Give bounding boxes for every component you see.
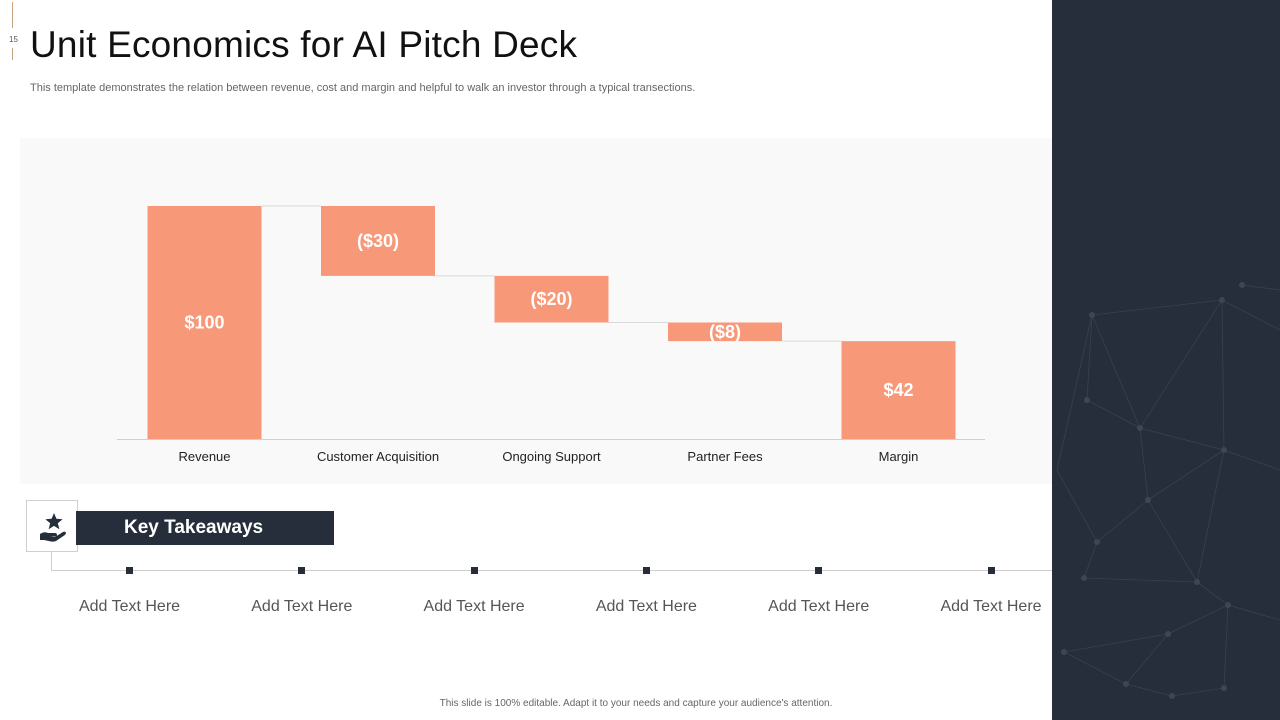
takeaway-text[interactable]: Add Text Here <box>940 598 1042 615</box>
bar-partner-fees <box>668 322 782 342</box>
takeaway-text[interactable]: Add Text Here <box>768 598 870 615</box>
slide-number: 15 <box>9 35 18 44</box>
slide-title: Unit Economics for AI Pitch Deck <box>30 24 578 65</box>
decorative-network-panel <box>1052 0 1280 720</box>
category-label: Ongoing Support <box>502 449 601 464</box>
footer-note: This slide is 100% editable. Adapt it to… <box>439 698 833 709</box>
timeline-dot <box>987 567 995 574</box>
bar-revenue <box>147 206 262 439</box>
bar-ongoing-support <box>494 275 609 323</box>
category-label: Revenue <box>178 449 230 464</box>
data-label: $42 <box>883 380 913 400</box>
timeline-dot <box>298 567 306 574</box>
slide-number-line-bottom <box>12 48 13 60</box>
data-label: ($20) <box>530 289 572 309</box>
chart-area: $100 Revenue ($30) Customer Acquisition ($20… <box>20 138 1052 484</box>
key-takeaways-icon-box <box>26 500 78 552</box>
bar-margin <box>841 341 956 439</box>
network-pattern <box>1056 282 1280 699</box>
takeaway-text[interactable]: Add Text Here <box>251 598 353 615</box>
takeaway-text[interactable]: Add Text Here <box>595 598 697 615</box>
key-takeaways-label: Key Takeaways <box>124 517 264 538</box>
category-label: Customer Acquisition <box>317 449 439 464</box>
timeline-dot <box>642 567 650 574</box>
slide-subtitle: This template demonstrates the relation … <box>30 82 696 94</box>
hand-star-icon <box>40 513 66 542</box>
timeline-dot <box>815 567 823 574</box>
timeline-dot <box>470 567 478 574</box>
key-takeaways-header: Key Takeaways <box>76 511 334 545</box>
data-label: ($30) <box>357 231 399 251</box>
slide-number-line-top <box>12 2 13 28</box>
takeaway-text[interactable]: Add Text Here <box>78 598 181 615</box>
timeline-line <box>51 570 1052 571</box>
data-label: $100 <box>184 313 224 333</box>
category-label: Partner Fees <box>687 449 763 464</box>
timeline-dot <box>126 567 133 574</box>
takeaway-text[interactable]: Add Text Here <box>423 598 525 615</box>
data-label: ($8) <box>709 322 741 342</box>
category-label: Margin <box>879 449 919 464</box>
timeline-connector <box>51 552 52 571</box>
waterfall-chart: $100 Revenue ($30) Customer Acquisition ($20… <box>117 205 985 464</box>
bar-customer-acquisition <box>321 206 435 276</box>
